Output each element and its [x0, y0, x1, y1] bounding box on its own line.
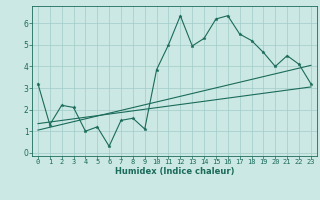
X-axis label: Humidex (Indice chaleur): Humidex (Indice chaleur)	[115, 167, 234, 176]
